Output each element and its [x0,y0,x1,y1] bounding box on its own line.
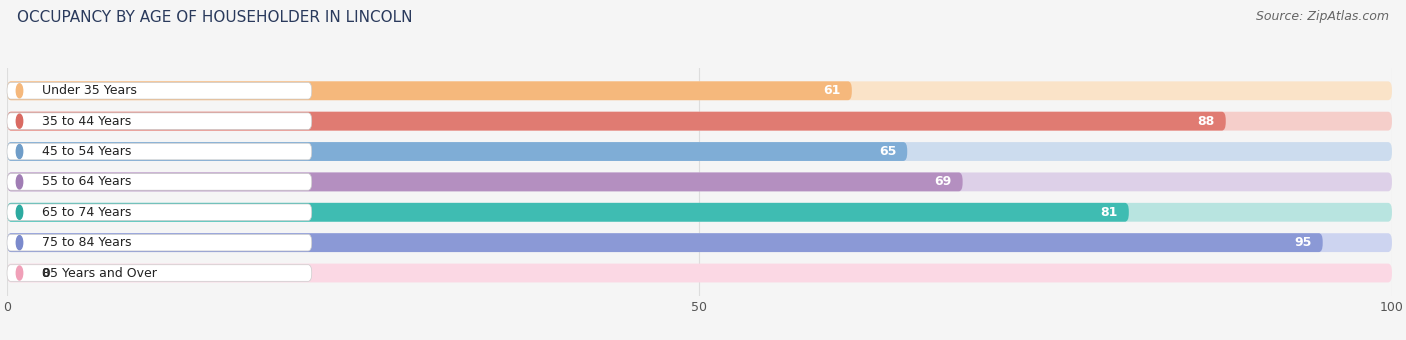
Text: 75 to 84 Years: 75 to 84 Years [42,236,131,249]
Circle shape [17,114,22,128]
Circle shape [17,236,22,250]
FancyBboxPatch shape [7,81,1392,100]
FancyBboxPatch shape [7,203,1129,222]
FancyBboxPatch shape [7,204,312,221]
FancyBboxPatch shape [7,203,1392,222]
FancyBboxPatch shape [7,265,312,281]
Text: 65 to 74 Years: 65 to 74 Years [42,206,131,219]
Text: OCCUPANCY BY AGE OF HOUSEHOLDER IN LINCOLN: OCCUPANCY BY AGE OF HOUSEHOLDER IN LINCO… [17,10,412,25]
FancyBboxPatch shape [7,233,1392,252]
Circle shape [17,144,22,158]
Text: 69: 69 [935,175,952,188]
Text: 61: 61 [824,84,841,97]
Text: 45 to 54 Years: 45 to 54 Years [42,145,131,158]
FancyBboxPatch shape [7,172,963,191]
FancyBboxPatch shape [7,143,312,160]
FancyBboxPatch shape [7,83,312,99]
FancyBboxPatch shape [7,172,1392,191]
Text: 95: 95 [1295,236,1312,249]
FancyBboxPatch shape [7,142,907,161]
Text: 0: 0 [42,267,51,279]
Circle shape [17,205,22,219]
Circle shape [17,84,22,98]
FancyBboxPatch shape [7,113,312,130]
Text: 88: 88 [1198,115,1215,128]
Text: Under 35 Years: Under 35 Years [42,84,136,97]
FancyBboxPatch shape [7,233,1323,252]
FancyBboxPatch shape [7,81,852,100]
Circle shape [17,175,22,189]
FancyBboxPatch shape [7,174,312,190]
Text: 55 to 64 Years: 55 to 64 Years [42,175,131,188]
FancyBboxPatch shape [7,112,1392,131]
FancyBboxPatch shape [7,234,312,251]
Text: Source: ZipAtlas.com: Source: ZipAtlas.com [1256,10,1389,23]
FancyBboxPatch shape [7,112,1226,131]
FancyBboxPatch shape [7,142,1392,161]
FancyBboxPatch shape [7,264,1392,283]
Text: 81: 81 [1101,206,1118,219]
Circle shape [17,266,22,280]
Text: 65: 65 [879,145,896,158]
Text: 35 to 44 Years: 35 to 44 Years [42,115,131,128]
Text: 85 Years and Over: 85 Years and Over [42,267,156,279]
